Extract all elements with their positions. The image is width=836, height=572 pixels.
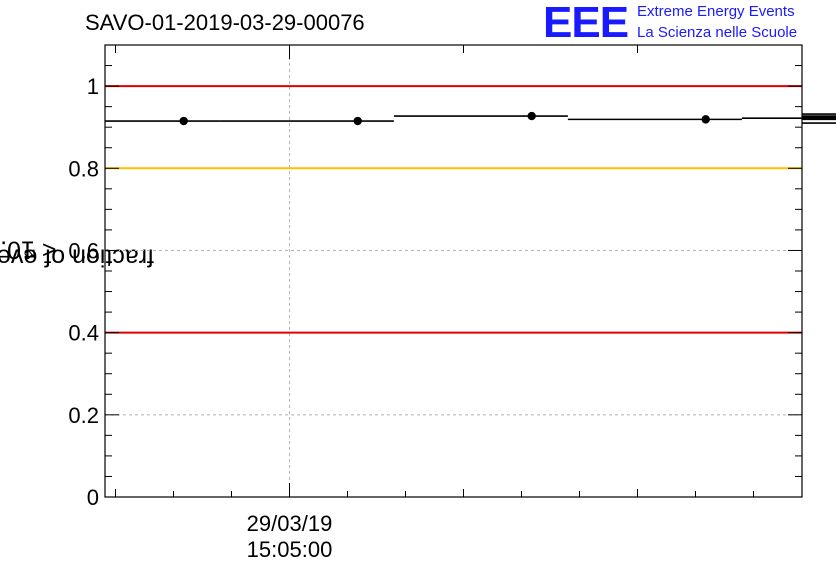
y-tick-label: 0.4 xyxy=(68,321,99,346)
logo-line-2: La Scienza nelle Scuole xyxy=(637,24,798,41)
y-tick-label: 1 xyxy=(87,74,99,99)
plot-frame xyxy=(104,44,803,498)
y-tick-label: 0.6 xyxy=(68,238,99,263)
data-point xyxy=(527,111,536,121)
chart-title: SAVO-01-2019-03-29-00076 xyxy=(85,10,365,35)
data-point xyxy=(353,116,362,126)
x-tick-label-date: 29/03/19 xyxy=(247,511,333,536)
x-tick-label-time: 15:05:00 xyxy=(247,537,333,562)
y-tick-label: 0.2 xyxy=(68,403,99,428)
y-tick-label: 0.8 xyxy=(68,156,99,181)
data-point xyxy=(701,115,710,124)
y-tick-label: 0 xyxy=(87,485,99,510)
data-point xyxy=(179,116,188,126)
logo-line-1: Extreme Energy Events xyxy=(637,3,795,20)
eee-logo: EEE xyxy=(543,0,629,47)
